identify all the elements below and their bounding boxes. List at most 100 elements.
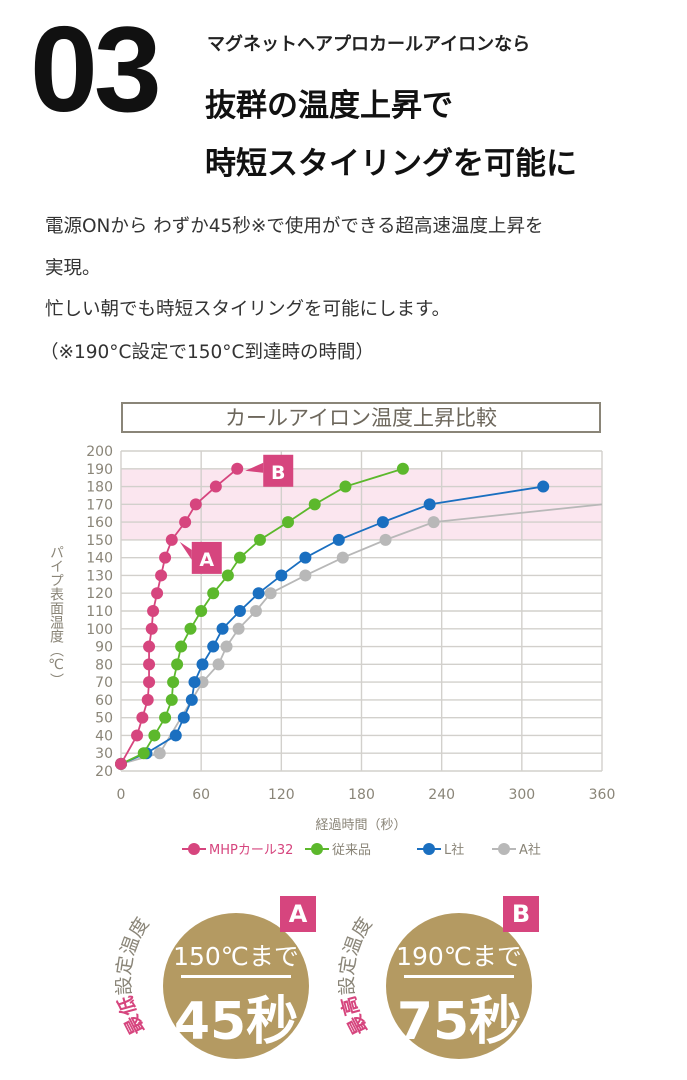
data-point [175, 640, 188, 653]
badge-a-time: 45秒 [173, 992, 299, 1052]
legend-swatch-marker [188, 843, 200, 855]
data-point [159, 551, 172, 564]
y-tick-label: 40 [95, 728, 113, 744]
legend-swatch-marker [311, 843, 323, 855]
data-point [137, 747, 150, 760]
data-point [179, 516, 192, 529]
x-tick-label: 240 [428, 787, 455, 803]
legend-swatch-marker [423, 843, 435, 855]
annotation-label: B [271, 462, 285, 484]
badge-b-time: 75秒 [396, 992, 522, 1052]
data-point [148, 729, 161, 742]
data-point [184, 622, 197, 635]
data-point [169, 729, 182, 742]
body-line-1: 電源ONから わずか45秒※で使用ができる超高速温度上昇を [45, 216, 544, 237]
y-tick-label: 90 [95, 640, 113, 656]
data-point [379, 533, 392, 546]
temperature-chart: 2030405060708090100110120130140150160170… [48, 444, 616, 858]
legend-swatch-marker [498, 843, 510, 855]
badge-a-arc-emphasis: 最低 [115, 994, 149, 1039]
data-point [220, 640, 233, 653]
body-line-2: 実現。 [45, 258, 101, 279]
data-point [145, 622, 158, 635]
y-tick-label: 60 [95, 693, 113, 709]
svg-text:最高設定温度: 最高設定温度 [338, 914, 377, 1038]
badge-a-arc-rest: 設定温度 [115, 914, 154, 996]
data-point [167, 676, 180, 689]
badge-a-divider [181, 975, 291, 978]
data-point [195, 605, 208, 617]
annotation-tag [263, 454, 294, 487]
data-point [396, 462, 409, 475]
data-point [115, 757, 127, 770]
data-point [252, 587, 265, 600]
data-point [221, 569, 234, 582]
badge-b-arc-label: 最高設定温度 [338, 914, 377, 1038]
y-tick-label: 80 [95, 657, 113, 673]
annotation-label: A [199, 549, 214, 571]
chart-title: カールアイロン温度上昇比較 [121, 402, 601, 433]
body-note: （※190°C設定で150°C到達時の時間） [40, 342, 374, 363]
badge-b-arc-emphasis: 最高 [338, 994, 372, 1039]
x-axis-label: 経過時間（秒） [315, 818, 406, 833]
data-point [136, 711, 149, 724]
x-tick-label: 0 [117, 787, 126, 803]
badge-b-divider [404, 975, 514, 978]
y-tick-label: 180 [86, 480, 113, 496]
badge-a-tag: A [280, 896, 316, 932]
data-point [332, 533, 345, 546]
y-tick-label: 70 [95, 675, 113, 691]
x-tick-label: 180 [348, 787, 375, 803]
legend-label: MHPカール32 [209, 843, 293, 858]
data-point [188, 676, 201, 689]
data-point [232, 622, 245, 635]
data-point [336, 551, 349, 564]
y-tick-label: 100 [86, 622, 113, 638]
section-number: 03 [30, 1, 162, 137]
data-point [339, 480, 352, 493]
y-tick-label: 20 [95, 764, 113, 780]
data-point [143, 658, 156, 671]
y-axis-label: パイプ表面温度（℃） [48, 545, 64, 687]
data-point [299, 551, 312, 564]
y-tick-label: 190 [86, 462, 113, 478]
body-line-3: 忙しい朝でも時短スタイリングを可能にします。 [45, 299, 451, 320]
y-tick-label: 120 [86, 586, 113, 602]
data-point [141, 693, 154, 706]
badge-b-condition: 190℃まで [396, 942, 522, 971]
annotation-pointer [179, 541, 192, 560]
data-point [212, 658, 225, 671]
data-point [216, 622, 229, 635]
data-point [207, 587, 220, 600]
y-tick-label: 200 [86, 444, 113, 460]
data-point [143, 640, 156, 653]
x-tick-label: 120 [268, 787, 295, 803]
y-tick-label: 130 [86, 568, 113, 584]
y-tick-label: 160 [86, 515, 113, 531]
data-point [264, 587, 277, 600]
y-tick-label: 150 [86, 533, 113, 549]
data-point [275, 569, 288, 582]
data-point [196, 658, 209, 671]
data-point [376, 516, 389, 529]
data-point [189, 498, 202, 511]
data-point [427, 516, 440, 529]
data-point [151, 587, 164, 600]
data-point [231, 462, 244, 475]
data-point [147, 605, 160, 617]
y-tick-label: 30 [95, 746, 113, 762]
badge-a-arc-label: 最低設定温度 [115, 914, 154, 1039]
legend-label: 従来品 [332, 843, 371, 858]
legend-label: L社 [444, 842, 464, 858]
x-tick-label: 360 [589, 787, 616, 803]
y-tick-label: 140 [86, 551, 113, 567]
data-point [165, 533, 178, 546]
data-point [233, 605, 246, 617]
data-point [207, 640, 220, 653]
data-point [299, 569, 312, 582]
legend-label: A社 [519, 842, 541, 858]
data-point [423, 498, 436, 511]
data-point [131, 729, 144, 742]
x-tick-label: 60 [192, 787, 210, 803]
data-point [165, 693, 178, 706]
